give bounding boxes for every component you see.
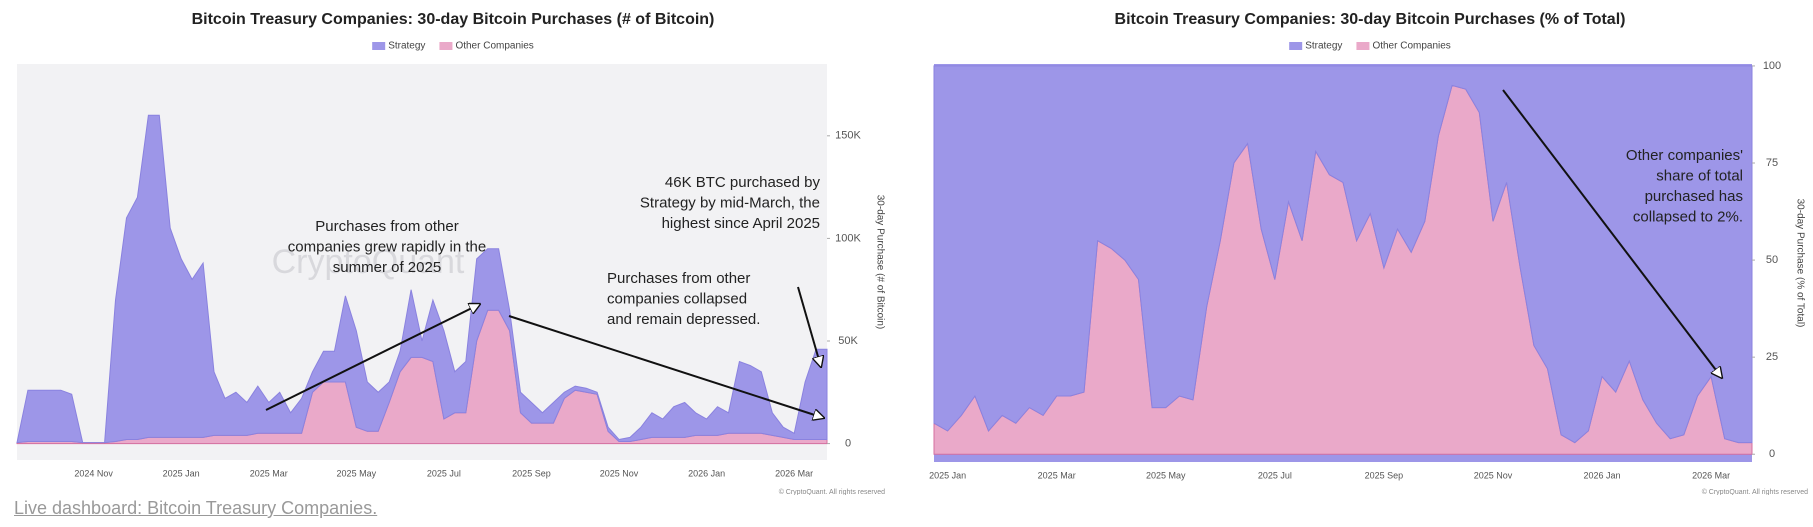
chart-title: Bitcoin Treasury Companies: 30-day Bitco… bbox=[192, 11, 715, 28]
legend-swatch bbox=[1289, 42, 1303, 50]
annotation: purchased has bbox=[1645, 188, 1743, 205]
x-tick-label: 2025 Nov bbox=[600, 468, 639, 478]
annotation: and remain depressed. bbox=[607, 311, 760, 328]
legend-label: Other Companies bbox=[455, 41, 533, 52]
annotation-arrow bbox=[265, 304, 480, 411]
annotation: Purchases from other bbox=[315, 218, 458, 235]
x-tick-label: 2025 Nov bbox=[1474, 470, 1513, 480]
x-tick-label: 2025 Sep bbox=[1365, 470, 1404, 480]
annotation: Purchases from other bbox=[607, 270, 750, 287]
y-tick-label: 150K bbox=[835, 130, 861, 142]
watermark: CryptoQuant bbox=[272, 243, 465, 281]
annotation: Other companies' bbox=[1626, 147, 1743, 164]
annotation: collapsed to 2%. bbox=[1633, 208, 1743, 225]
annotation: Strategy by mid-March, the bbox=[640, 194, 820, 211]
legend-label: Strategy bbox=[388, 41, 425, 52]
annotation: summer of 2025 bbox=[333, 259, 441, 276]
credit: © CryptoQuant. All rights reserved bbox=[1702, 488, 1808, 495]
y-tick-label: 0 bbox=[845, 437, 851, 449]
annotation-arrow bbox=[508, 315, 824, 418]
annotation-arrow bbox=[797, 286, 821, 367]
x-tick-label: 2026 Mar bbox=[1692, 470, 1730, 480]
y-tick-label: 100K bbox=[835, 232, 861, 244]
y-tick-label: 25 bbox=[1766, 351, 1778, 363]
annotation: 46K BTC purchased by bbox=[665, 174, 821, 191]
x-tick-label: 2026 Jan bbox=[1584, 470, 1621, 480]
x-tick-label: 2026 Jan bbox=[688, 468, 725, 478]
y-tick-label: 50 bbox=[1766, 254, 1778, 266]
x-tick-label: 2025 Mar bbox=[1038, 470, 1076, 480]
legend: Strategy Other Companies bbox=[372, 41, 534, 52]
legend-swatch bbox=[1356, 42, 1370, 50]
x-tick-label: 2025 Jul bbox=[427, 468, 461, 478]
annotation: share of total bbox=[1656, 167, 1743, 184]
x-tick-label: 2026 Mar bbox=[775, 468, 813, 478]
annotation: companies collapsed bbox=[607, 290, 747, 307]
dashboard-link[interactable]: Live dashboard: Bitcoin Treasury Compani… bbox=[14, 498, 378, 518]
area-strategy bbox=[933, 65, 1753, 444]
chart-canvas: CryptoQuant 0 50K 100K 150K 2024 Nov 2025 Jan 2… bbox=[16, 11, 1808, 495]
legend-swatch bbox=[372, 42, 386, 50]
x-tick-label: 2025 Jul bbox=[1258, 470, 1292, 480]
x-tick-label: 2025 Jan bbox=[929, 470, 966, 480]
x-tick-label: 2024 Nov bbox=[74, 468, 113, 478]
legend-swatch bbox=[439, 42, 453, 50]
x-tick-label: 2025 Sep bbox=[512, 468, 551, 478]
y-tick-label: 0 bbox=[1769, 448, 1775, 460]
y-tick-label: 100 bbox=[1763, 60, 1781, 72]
y-axis-title: 30-day Purchase (% of Total) bbox=[1794, 199, 1805, 328]
annotation: highest since April 2025 bbox=[662, 215, 820, 232]
y-axis-title: 30-day Purchase (# of Bitcoin) bbox=[874, 195, 885, 330]
annotation: companies grew rapidly in the bbox=[288, 238, 486, 255]
x-tick-label: 2025 Jan bbox=[163, 468, 200, 478]
x-tick-label: 2025 May bbox=[337, 468, 377, 478]
x-tick-label: 2025 May bbox=[1146, 470, 1186, 480]
chart-title: Bitcoin Treasury Companies: 30-day Bitco… bbox=[1115, 11, 1626, 28]
legend: Strategy Other Companies bbox=[1289, 41, 1451, 52]
area-strategy bbox=[16, 114, 828, 444]
y-tick-label: 50K bbox=[838, 335, 858, 347]
annotation-arrow bbox=[1502, 89, 1722, 378]
x-tick-label: 2025 Mar bbox=[250, 468, 288, 478]
credit: © CryptoQuant. All rights reserved bbox=[779, 488, 885, 495]
legend-label: Strategy bbox=[1305, 41, 1342, 52]
y-tick-label: 75 bbox=[1766, 157, 1778, 169]
legend-label: Other Companies bbox=[1372, 41, 1450, 52]
